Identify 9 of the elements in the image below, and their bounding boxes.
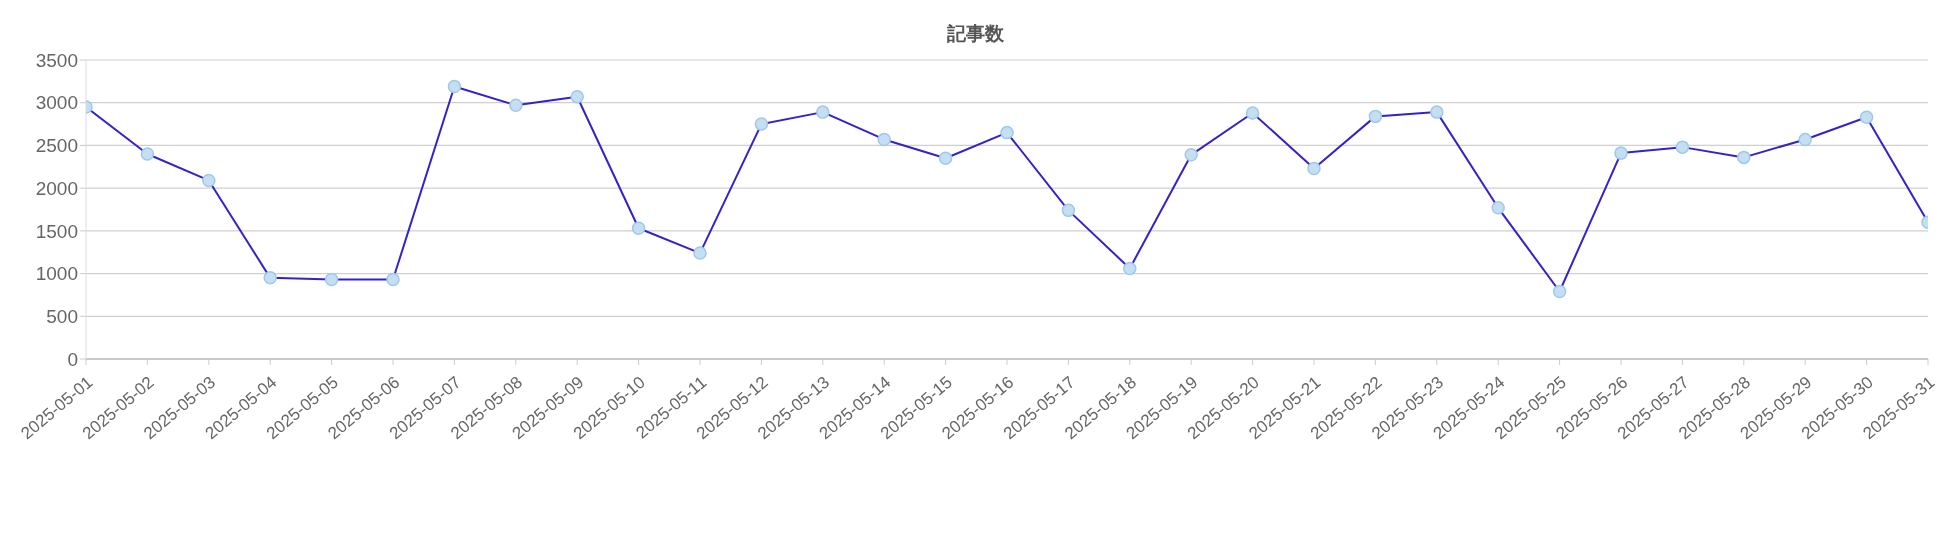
y-tick-label: 3000 (35, 92, 78, 114)
y-tick-label: 3500 (35, 49, 78, 71)
y-tick-label: 500 (46, 306, 78, 328)
y-tick-label: 1000 (35, 263, 78, 285)
y-tick-label: 0 (67, 348, 78, 370)
y-tick-label: 1500 (35, 220, 78, 242)
y-tick-label: 2000 (35, 177, 78, 199)
chart-title: 記事数 (946, 23, 1004, 44)
y-tick-label: 2500 (35, 135, 78, 157)
